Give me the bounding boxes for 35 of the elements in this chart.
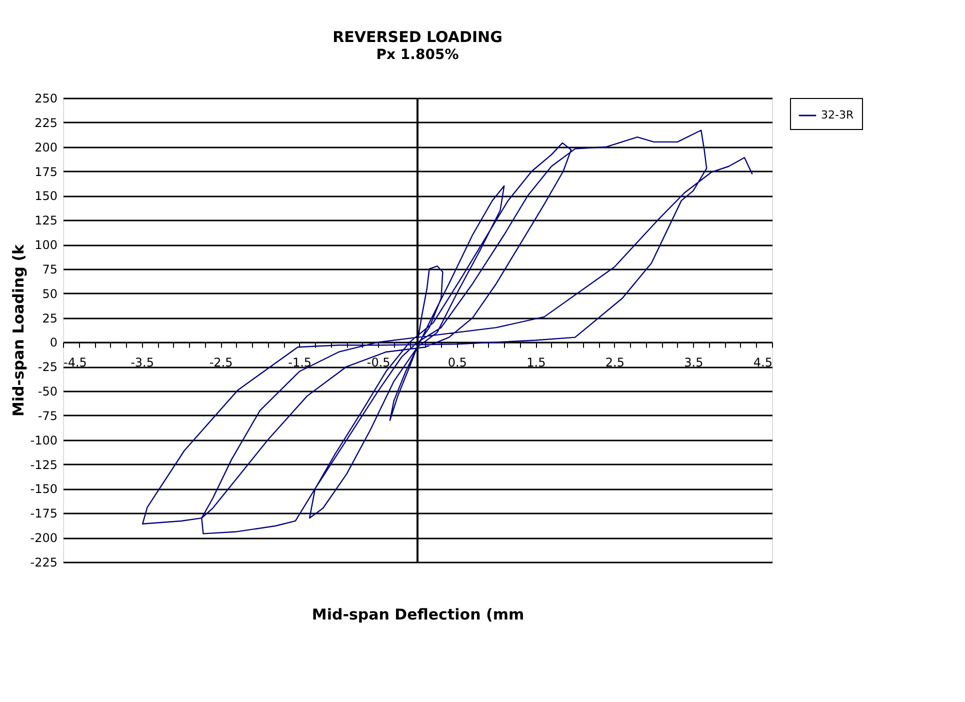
y-tick-label: -125 bbox=[30, 458, 58, 472]
x-tick-label: -4.5 bbox=[64, 356, 87, 370]
y-tick-label: -75 bbox=[38, 408, 58, 423]
x-tick-label: 2.5 bbox=[605, 356, 624, 370]
y-tick-label: -175 bbox=[30, 506, 58, 521]
y-tick-label: 200 bbox=[34, 140, 58, 154]
y-tick-label: -100 bbox=[30, 433, 58, 448]
chart-title: REVERSED LOADING bbox=[332, 28, 502, 46]
x-axis-title: Mid-span Deflection (mm bbox=[312, 606, 524, 624]
x-tick-label: 0.5 bbox=[448, 356, 467, 370]
y-tick-label: -50 bbox=[38, 384, 58, 399]
y-tick-label: 0 bbox=[50, 336, 58, 350]
y-tick-label: 50 bbox=[42, 286, 58, 301]
y-axis-title: Mid-span Loading (k bbox=[9, 243, 28, 417]
y-tick-label: -150 bbox=[30, 482, 58, 496]
y-tick-label: 225 bbox=[34, 116, 58, 130]
y-tick-label: 250 bbox=[34, 92, 58, 106]
x-tick-label: 4.5 bbox=[753, 356, 772, 370]
y-tick-label: -25 bbox=[38, 360, 58, 374]
x-tick-label: -0.5 bbox=[366, 356, 390, 370]
x-tick-label: -3.5 bbox=[130, 356, 154, 370]
x-tick-label: 3.5 bbox=[684, 356, 704, 370]
y-tick-label: 175 bbox=[34, 164, 58, 179]
y-tick-label: 75 bbox=[42, 262, 58, 276]
y-tick-label: 100 bbox=[34, 238, 58, 252]
x-tick-label: -1.5 bbox=[288, 356, 312, 370]
y-tick-label: 25 bbox=[42, 311, 58, 326]
x-tick-label: -2.5 bbox=[209, 356, 233, 370]
y-tick-label: -200 bbox=[30, 531, 58, 546]
chart-subtitle: Px 1.805% bbox=[376, 47, 459, 63]
legend-label: 32-3R bbox=[821, 108, 854, 122]
y-tick-label: -225 bbox=[30, 556, 58, 570]
x-tick-label: 1.5 bbox=[526, 356, 546, 370]
y-tick-label: 150 bbox=[34, 189, 58, 204]
y-tick-label: 125 bbox=[34, 214, 58, 228]
